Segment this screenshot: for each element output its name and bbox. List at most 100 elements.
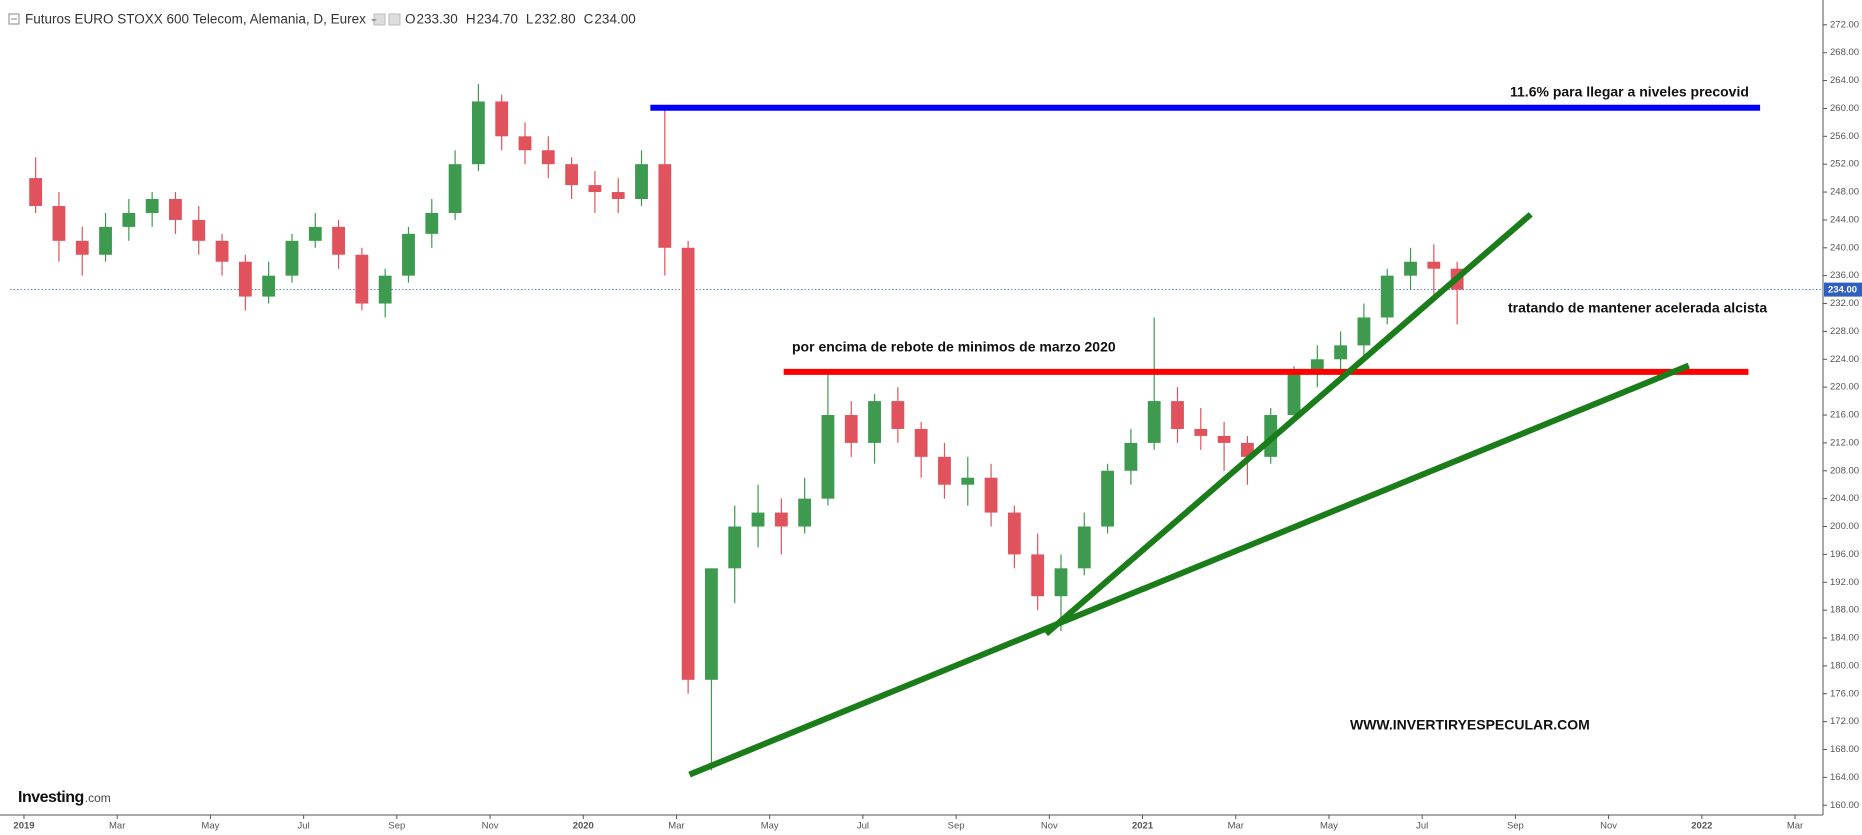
logo-brand: Investing bbox=[18, 789, 84, 806]
y-tick-label: 244.00 bbox=[1830, 214, 1859, 225]
y-tick-label: 168.00 bbox=[1830, 744, 1859, 755]
candle-body bbox=[238, 261, 252, 297]
candle-body bbox=[938, 456, 951, 485]
y-tick-label: 228.00 bbox=[1830, 326, 1859, 337]
candle-body bbox=[1171, 401, 1184, 429]
y-tick-label: 164.00 bbox=[1830, 772, 1859, 783]
y-tick-label: 188.00 bbox=[1830, 605, 1859, 616]
logo-suffix: .com bbox=[85, 791, 111, 805]
y-tick-label: 240.00 bbox=[1830, 242, 1859, 253]
candle-body bbox=[774, 512, 788, 527]
candle-body bbox=[798, 498, 812, 527]
x-tick-label: 2022 bbox=[1691, 821, 1712, 832]
candle-body bbox=[29, 178, 43, 206]
candle-body bbox=[75, 240, 89, 255]
candle-body bbox=[402, 233, 415, 276]
candle-body bbox=[262, 275, 276, 297]
candle-body bbox=[495, 101, 509, 137]
y-tick-label: 208.00 bbox=[1830, 465, 1859, 476]
y-tick-label: 260.00 bbox=[1830, 103, 1859, 114]
x-tick-label: Sep bbox=[948, 821, 965, 832]
candle-body bbox=[681, 247, 695, 680]
y-tick-label: 224.00 bbox=[1830, 354, 1859, 365]
candle-body bbox=[611, 192, 625, 200]
candle-body bbox=[1124, 442, 1138, 471]
candle-body bbox=[1380, 275, 1394, 318]
candle-body bbox=[1334, 345, 1348, 360]
y-tick-label: 192.00 bbox=[1830, 577, 1859, 588]
candle-body bbox=[1357, 317, 1371, 346]
x-tick-label: Jul bbox=[1416, 821, 1428, 832]
instrument-title: Futuros EURO STOXX 600 Telecom, Alemania… bbox=[25, 12, 366, 27]
x-tick-label: May bbox=[1320, 821, 1338, 832]
candle-body bbox=[541, 150, 555, 165]
legend-label: L bbox=[526, 12, 534, 27]
legend-value: 234.70 bbox=[477, 12, 518, 27]
y-tick-label: 184.00 bbox=[1830, 633, 1859, 644]
candle-body bbox=[1007, 512, 1021, 555]
x-tick-label: May bbox=[201, 821, 219, 832]
candle-body bbox=[891, 401, 905, 429]
y-tick-label: 256.00 bbox=[1830, 131, 1859, 142]
candle-body bbox=[1427, 261, 1441, 269]
dropdown-arrow[interactable] bbox=[370, 19, 377, 22]
candle-body bbox=[1054, 568, 1068, 597]
x-tick-label: 2021 bbox=[1132, 821, 1154, 832]
y-tick-label: 268.00 bbox=[1830, 47, 1859, 58]
candle-body bbox=[192, 219, 206, 241]
annotation: tratando de mantener acelerada alcista bbox=[1508, 300, 1767, 316]
candle-body bbox=[588, 185, 602, 193]
candle-body bbox=[635, 164, 648, 200]
x-tick-label: Mar bbox=[1787, 821, 1803, 832]
y-tick-label: 204.00 bbox=[1830, 493, 1859, 504]
candle-body bbox=[518, 136, 532, 151]
candle-body bbox=[285, 240, 299, 276]
y-tick-label: 196.00 bbox=[1830, 549, 1859, 560]
y-tick-label: 264.00 bbox=[1830, 75, 1859, 86]
trend-line bbox=[688, 362, 1690, 778]
candle-body bbox=[1194, 428, 1208, 436]
legend-label: C bbox=[584, 12, 594, 27]
legend-label: O bbox=[405, 12, 416, 27]
candle-body bbox=[821, 415, 835, 499]
candle-body bbox=[705, 568, 718, 680]
candle-body bbox=[1077, 526, 1091, 569]
candle-body bbox=[425, 212, 439, 234]
x-tick-label: Mar bbox=[109, 821, 125, 832]
candle-body bbox=[52, 205, 66, 241]
candle-body bbox=[984, 477, 998, 513]
candle-body bbox=[215, 240, 229, 262]
y-tick-label: 236.00 bbox=[1830, 270, 1859, 281]
candle-body bbox=[751, 512, 765, 527]
candle-body bbox=[728, 526, 742, 569]
legend-value: 234.00 bbox=[594, 12, 635, 27]
y-tick-label: 176.00 bbox=[1830, 688, 1859, 699]
y-tick-label: 272.00 bbox=[1830, 19, 1859, 30]
y-tick-label: 172.00 bbox=[1830, 716, 1859, 727]
legend-value: 233.30 bbox=[417, 12, 458, 27]
candle-body bbox=[1101, 470, 1114, 527]
candle-body bbox=[1147, 401, 1161, 443]
x-tick-label: Mar bbox=[1228, 821, 1244, 832]
y-tick-label: 220.00 bbox=[1830, 382, 1859, 393]
y-tick-label: 180.00 bbox=[1830, 660, 1859, 671]
candle-body bbox=[961, 477, 975, 485]
x-tick-label: Sep bbox=[1507, 821, 1524, 832]
candle-body bbox=[1404, 261, 1417, 276]
x-tick-label: 2019 bbox=[13, 821, 34, 832]
candle-body bbox=[448, 164, 462, 213]
candle-body bbox=[565, 164, 579, 186]
candle-body bbox=[658, 164, 672, 248]
candle-body bbox=[169, 199, 182, 220]
y-tick-label: 212.00 bbox=[1830, 437, 1859, 448]
header-icons[interactable] bbox=[373, 13, 401, 26]
icon-close[interactable] bbox=[388, 13, 401, 26]
icon-box[interactable] bbox=[8, 13, 20, 25]
candle-body bbox=[332, 226, 345, 255]
candle-body bbox=[145, 199, 159, 213]
collapse-icon[interactable] bbox=[8, 13, 20, 25]
y-tick-label: 160.00 bbox=[1830, 800, 1859, 811]
